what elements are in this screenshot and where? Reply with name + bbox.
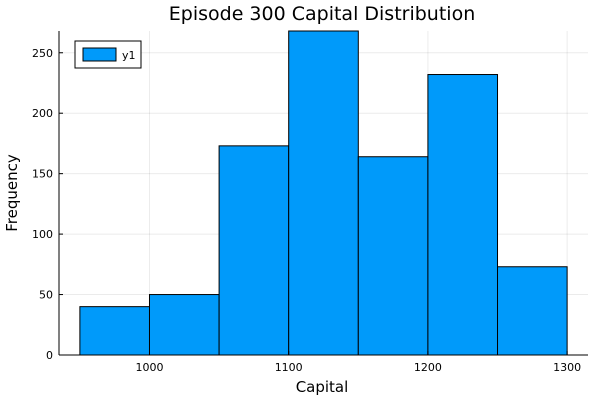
histogram-bar	[357, 156, 429, 356]
histogram-bar	[148, 294, 220, 356]
axes	[58, 31, 588, 356]
y-tick-label: 200	[32, 107, 53, 120]
y-tick-label: 50	[39, 289, 53, 302]
x-tick-label: 1200	[414, 361, 442, 374]
legend: y1	[74, 40, 142, 69]
y-tick-label: 150	[32, 168, 53, 181]
tick-labels: 1000 1100 1200 1300 0 50 100 150 200 250	[32, 47, 581, 374]
histogram-bar	[218, 145, 290, 356]
legend-label: y1	[122, 49, 136, 62]
x-tick-label: 1000	[135, 361, 163, 374]
histogram-bar	[497, 266, 568, 356]
y-tick-label: 0	[46, 349, 53, 362]
y-tick-label: 250	[32, 47, 53, 60]
histogram-bar	[427, 74, 499, 356]
y-axis-label: Frequency	[3, 154, 21, 232]
chart-title: Episode 300 Capital Distribution	[169, 3, 475, 25]
histogram-bar	[79, 306, 150, 356]
x-axis-label: Capital	[296, 378, 349, 396]
histogram-bars	[79, 30, 568, 356]
legend-swatch	[82, 47, 117, 62]
x-tick-label: 1300	[553, 361, 581, 374]
y-tick-label: 100	[32, 228, 53, 241]
histogram-bar	[288, 30, 359, 356]
x-tick-label: 1100	[275, 361, 303, 374]
